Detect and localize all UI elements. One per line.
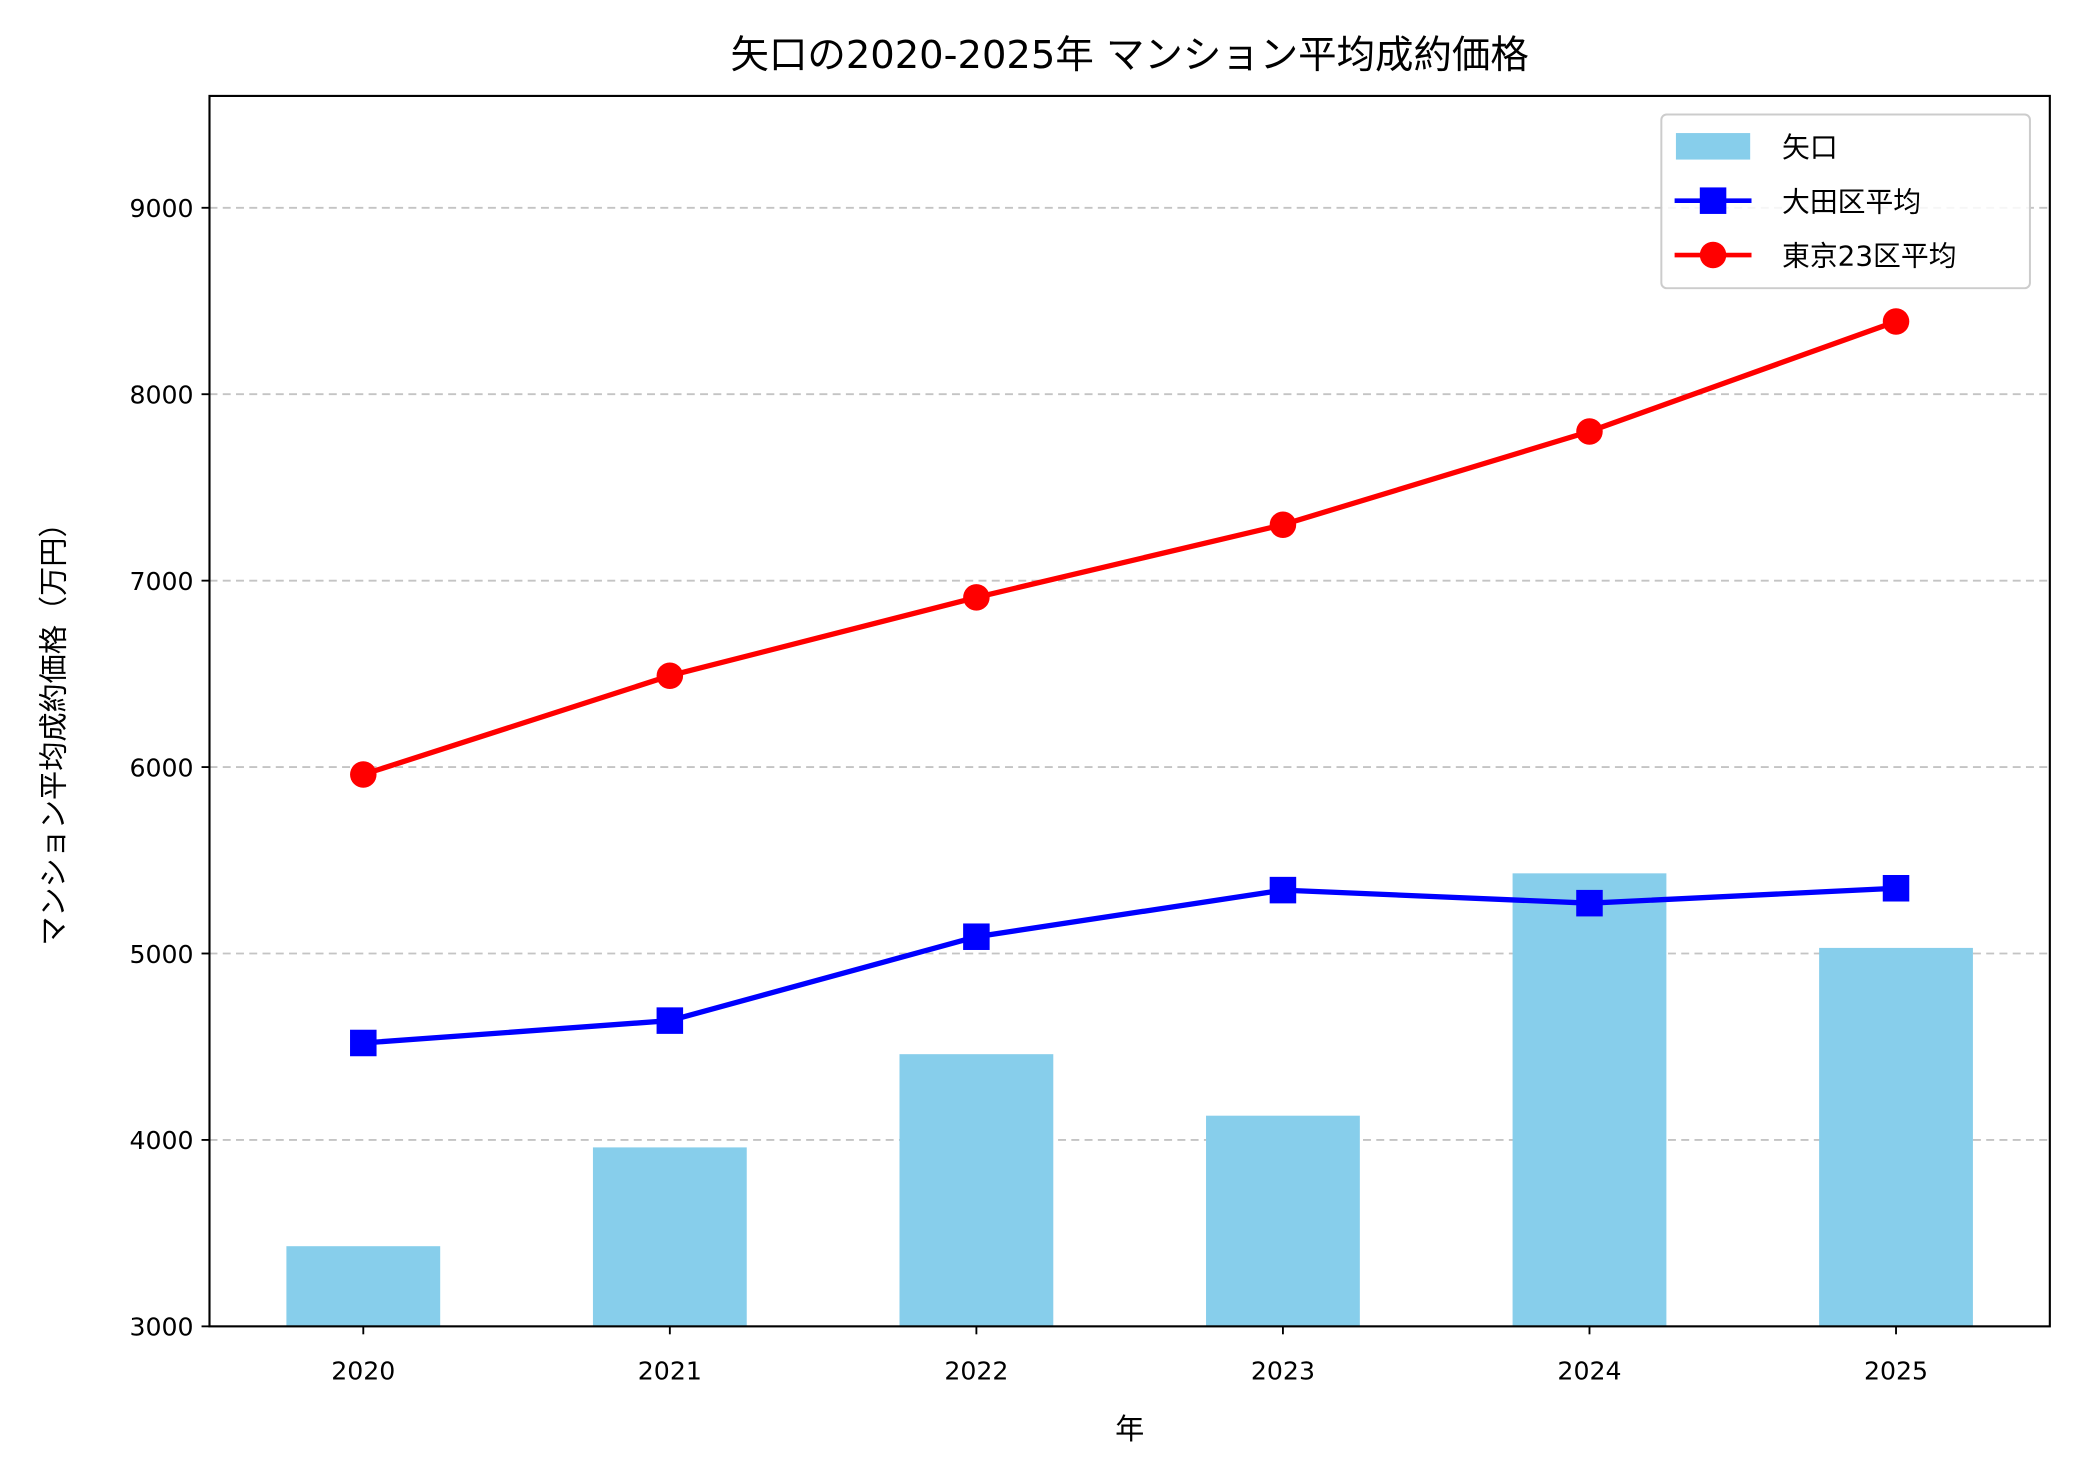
y-tick-label: 7000 [129,567,193,596]
bar-2025 [1819,947,1973,1327]
legend-label-3: 東京23区平均 [1782,240,1957,273]
y-tick-label: 8000 [129,380,193,409]
x-tick-label: 2023 [1251,1356,1315,1385]
point-square-2024 [1576,889,1603,917]
series-line-2 [362,319,1897,778]
x-tick-label: 2020 [331,1356,395,1385]
y-tick-label: 4000 [129,1126,193,1155]
point-square-2022 [963,923,990,950]
plot-frame [208,94,2051,1328]
point-square-2020 [350,1029,377,1057]
gridlines [209,206,2050,1141]
legend-label-2: 大田区平均 [1782,185,1921,218]
point-circle-2023 [1269,511,1297,538]
point-circle-2024 [1576,418,1603,445]
point-circle-2020 [350,761,377,788]
legend-marker-circle [1699,241,1727,269]
point-square-2021 [656,1007,684,1034]
chart-title: 矢口の2020-2025年 マンション平均成約価格 [731,33,1529,78]
x-tick-label: 2021 [638,1356,702,1385]
point-circle-2022 [963,584,990,611]
x-tick-label: 2025 [1864,1356,1928,1385]
y-tick-label: 6000 [129,753,193,782]
bar-2024 [1512,873,1667,1327]
x-tick-label: 2022 [944,1356,1008,1385]
x-axis: 2020 2021 2022 2023 2024 2025 [331,1326,1928,1385]
lines [350,308,1910,1057]
bar-2023 [1206,1115,1360,1327]
bar-2020 [286,1246,441,1327]
y-tick-label: 9000 [129,194,193,223]
y-axis: 3000 4000 5000 6000 7000 8000 9000 [129,194,210,1342]
point-square-2025 [1882,874,1910,902]
legend-box [1660,113,2031,290]
legend-swatch-bar [1675,133,1751,160]
point-circle-2021 [656,662,684,689]
y-axis-label: マンション平均成約価格（万円） [37,508,71,945]
bar-2022 [899,1054,1054,1327]
legend: 矢口 大田区平均 東京23区平均 [1660,113,2031,290]
bar-2021 [592,1147,747,1327]
series-line-1 [363,885,1897,1046]
legend-marker-square [1699,187,1727,214]
bars [286,873,1973,1327]
y-tick-label: 5000 [129,940,193,969]
legend-label-1: 矢口 [1782,131,1838,164]
point-square-2023 [1269,876,1297,904]
y-tick-label: 3000 [129,1313,193,1342]
x-tick-label: 2024 [1557,1356,1621,1385]
point-circle-2025 [1882,308,1910,335]
x-axis-label: 年 [1115,1412,1144,1446]
